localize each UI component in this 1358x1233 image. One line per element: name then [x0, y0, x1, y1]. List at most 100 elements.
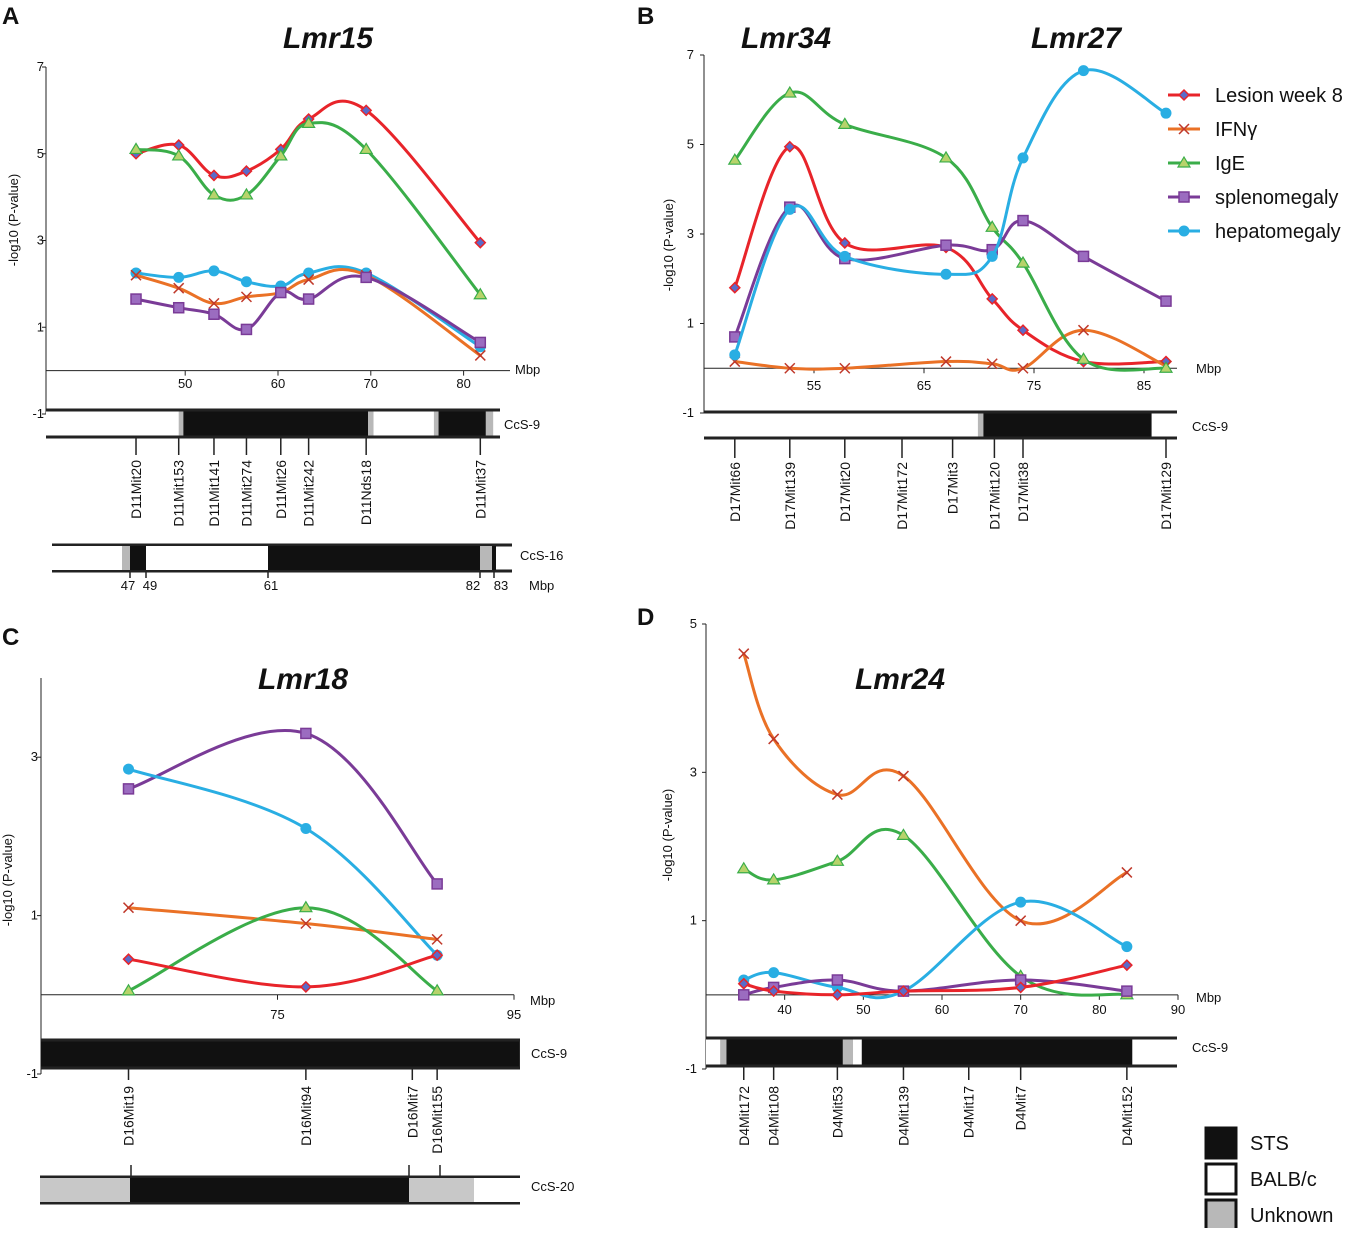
data-point-ifng: [831, 789, 843, 801]
data-point-splenomegaly: [130, 293, 142, 305]
data-point-hepatomegaly: [123, 763, 135, 775]
y-tick-label: -1: [685, 1061, 697, 1076]
legend-label-splenomegaly: splenomegaly: [1215, 187, 1338, 209]
data-point-splenomegaly: [431, 878, 443, 890]
y-tick-label: 5: [690, 616, 697, 631]
data-point-hepatomegaly: [768, 967, 780, 979]
strain-segment-unknown: [977, 412, 984, 438]
data-point-lesion_week_8: [1014, 981, 1027, 994]
series-line-lesion_week_8: [733, 145, 1168, 366]
data-point-lesion_week_8: [122, 953, 135, 966]
panel-c-plot: -1 1 3 75 95 D16Mit19 D16Mit94 D16Mit7 D16Mit155: [26, 678, 521, 1154]
data-point-ifng: [940, 356, 952, 368]
marker-label-d4mit152: D4Mit152: [1119, 1086, 1135, 1146]
series-legend: Lesion week 8 IFNγ IgE splenomegaly hepatome…: [1168, 85, 1343, 243]
marker-label-d4mit53: D4Mit53: [829, 1086, 845, 1138]
data-point-lesion_week_8: [897, 985, 910, 998]
data-point-ige: [239, 187, 254, 200]
marker-label-d4mit172: D4Mit172: [736, 1086, 752, 1146]
data-point-ifng: [839, 362, 851, 374]
marker-label-d11mit26: D11Mit26: [273, 460, 289, 519]
marker-label-d16mit94: D16Mit94: [298, 1086, 314, 1146]
y-tick-label: 3: [37, 233, 44, 248]
marker-label-d17mit38: D17Mit38: [1015, 462, 1031, 522]
data-point-ige: [171, 148, 186, 161]
data-point-ifng: [474, 349, 486, 361]
data-point-hepatomegaly: [240, 276, 252, 288]
panel-c-strain-ccs9: CcS-9: [531, 1046, 567, 1061]
data-point-lesion_week_8: [986, 292, 999, 305]
y-tick-label: 1: [37, 319, 44, 334]
series-line-splenomegaly: [127, 728, 439, 886]
marker-label-d11mit20: D11Mit20: [128, 460, 144, 519]
data-point-hepatomegaly: [784, 203, 796, 215]
strain-segment-unknown: [178, 410, 184, 437]
genotype-key-item: Unknown: [1204, 1198, 1333, 1232]
panel-c-title: Lmr18: [258, 663, 348, 696]
y-tick-label: -1: [682, 405, 694, 420]
panel-a-strain-bar: [46, 408, 500, 439]
y-tick-label: -1: [26, 1066, 38, 1081]
panel-b-title-right: Lmr27: [1031, 22, 1122, 55]
data-point-ige: [736, 861, 751, 874]
panel-c-xlabel: Mbp: [530, 993, 555, 1008]
data-point-ige: [1015, 255, 1031, 268]
data-point-lesion_week_8: [1016, 324, 1030, 337]
series-line-ifng: [127, 906, 439, 941]
legend-marker-ige: [1176, 155, 1192, 168]
genotype-label: Unknown: [1250, 1205, 1333, 1227]
strain-segment-balbc: [706, 1038, 721, 1066]
marker-label-d4mit17: D4Mit17: [961, 1086, 977, 1138]
data-point-hepatomegaly: [1160, 107, 1172, 119]
panel-a-strain-ccs16: CcS-16: [520, 548, 563, 563]
data-point-splenomegaly: [240, 323, 253, 336]
marker-label-d4mit139: D4Mit139: [895, 1086, 911, 1146]
data-point-lesion_week_8: [360, 104, 373, 117]
marker-label-d11nds18: D11Nds18: [358, 460, 374, 525]
data-point-hepatomegaly: [940, 268, 952, 280]
panel-letter-a: A: [2, 3, 19, 30]
marker-label-d16mit7: D16Mit7: [404, 1086, 420, 1138]
data-point-ige: [273, 148, 288, 161]
y-tick-label: 5: [37, 146, 44, 161]
strain-segment-balbc: [1151, 412, 1177, 438]
strain-segment-sts: [183, 410, 369, 437]
data-point-splenomegaly: [302, 293, 315, 305]
marker-label-d11mit141: D11Mit141: [206, 460, 222, 527]
y-tick-label: -1: [32, 406, 44, 421]
strain-segment-balbc: [704, 412, 978, 438]
panel-d-xlabel: Mbp: [1196, 990, 1221, 1005]
panel-d-title: Lmr24: [855, 663, 945, 696]
data-point-splenomegaly: [738, 989, 750, 1001]
y-tick-label: 1: [31, 908, 38, 923]
series-line-hepatomegaly: [127, 767, 439, 957]
data-point-ifng: [431, 933, 443, 945]
data-point-hepatomegaly: [839, 250, 851, 262]
x-tick-label: 65: [917, 378, 931, 393]
panel-letter-d: D: [637, 604, 654, 631]
strain-segment-sts: [726, 1038, 843, 1066]
genotype-swatch: [1204, 1198, 1238, 1232]
panel-b-plot: -1 1 3 5 7 55 65 75 85 D17Mit66 D17Mit139 D17Mit20 D…: [682, 47, 1177, 530]
genotype-swatch: [1204, 1126, 1238, 1160]
data-point-ifng: [986, 358, 998, 370]
data-point-lesion_week_8: [728, 281, 741, 294]
y-tick-label: 3: [31, 749, 38, 764]
data-point-splenomegaly: [122, 783, 135, 795]
legend-label-ige: IgE: [1215, 153, 1245, 175]
legend-item-splenomegaly: splenomegaly: [1168, 187, 1338, 209]
data-point-hepatomegaly: [300, 822, 312, 834]
ccs16-tick-49: 49: [143, 578, 157, 593]
marker-label-d17mit172: D17Mit172: [894, 462, 910, 530]
genotype-swatch: [1204, 1162, 1238, 1196]
data-point-ige: [359, 142, 374, 155]
y-tick-label: 3: [687, 226, 694, 241]
y-tick-label: 3: [690, 764, 697, 779]
y-tick-label: 1: [690, 913, 697, 928]
strain-segment-sts: [861, 1038, 1133, 1066]
marker-label-d11mit242: D11Mit242: [301, 460, 317, 527]
data-point-hepatomegaly: [1015, 896, 1027, 908]
marker-label-d4mit108: D4Mit108: [766, 1086, 782, 1146]
data-point-lesion_week_8: [172, 139, 185, 152]
y-tick-label: 1: [687, 316, 694, 331]
